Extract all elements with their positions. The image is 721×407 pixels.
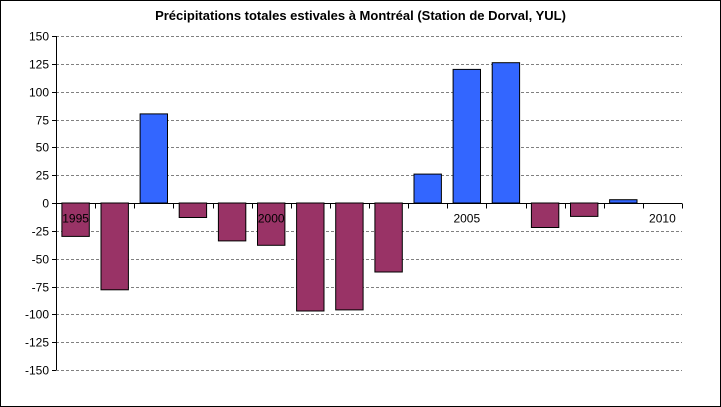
bar-2004 — [413, 173, 442, 204]
bar-1997 — [139, 113, 169, 204]
y-tick-label: 150 — [29, 30, 49, 44]
bar-2007 — [530, 202, 560, 228]
bar-1999 — [217, 202, 247, 242]
bar-2009 — [609, 199, 638, 204]
y-tick-label: -150 — [25, 364, 49, 378]
y-tick-label: -100 — [25, 308, 49, 322]
x-tick-label: 2005 — [453, 212, 480, 226]
x-tick-label: 2010 — [649, 212, 676, 226]
bar-1995 — [61, 202, 90, 237]
tick-labels: 150 125 100 75 50 25 0 -25 -50 -75 -100 -125 -150 199… — [25, 30, 676, 378]
bar-2003 — [374, 202, 403, 273]
bar-2005 — [452, 68, 482, 204]
y-tick-label: 0 — [42, 197, 49, 211]
y-tick-label: -50 — [32, 253, 50, 267]
y-tick-label: 100 — [29, 86, 49, 100]
bar-2000 — [257, 202, 286, 246]
y-tick-label: 25 — [36, 169, 50, 183]
bar-2002 — [335, 202, 364, 311]
bar-2006 — [491, 62, 521, 204]
y-tick-label: -25 — [32, 225, 50, 239]
bar-1998 — [178, 202, 208, 218]
y-tick-label: 50 — [36, 141, 50, 155]
bar-2001 — [296, 202, 325, 312]
y-tick-label: -75 — [32, 281, 50, 295]
y-tick-label: 75 — [36, 114, 50, 128]
chart-title: Précipitations totales estivales à Montr… — [155, 8, 566, 23]
gridlines — [56, 36, 682, 371]
x-tick-label: 2000 — [258, 212, 285, 226]
bar-1996 — [100, 202, 129, 291]
x-tick-label: 1995 — [62, 212, 89, 226]
y-tick-label: -125 — [25, 336, 49, 350]
bar-2008 — [570, 202, 599, 217]
y-tick-label: 125 — [29, 58, 49, 72]
bars — [61, 62, 638, 312]
